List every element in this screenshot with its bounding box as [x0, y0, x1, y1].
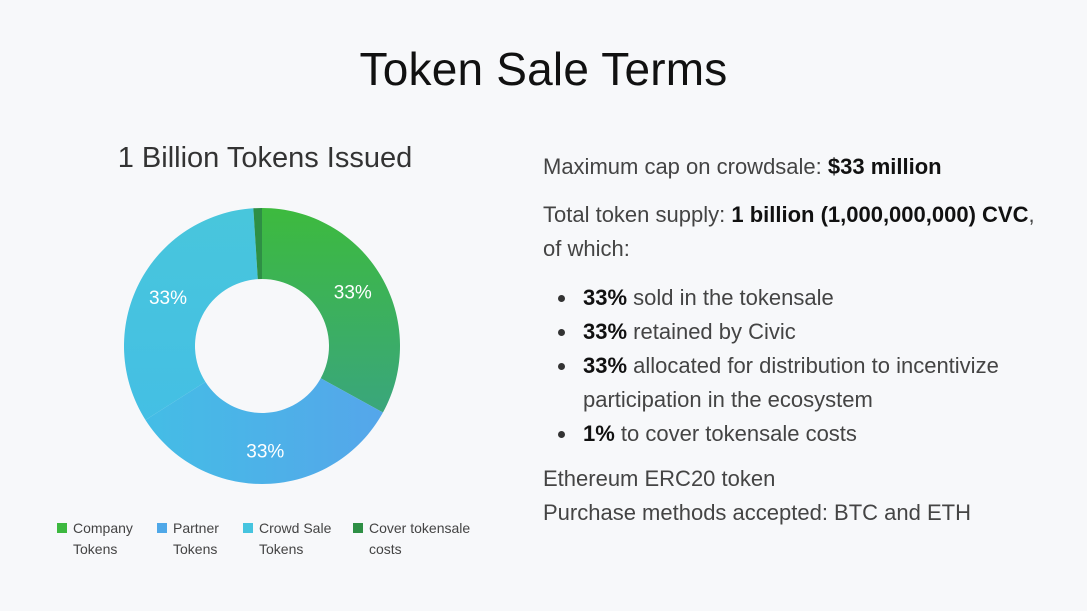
chart-legend: Company Tokens Partner Tokens Crowd Sale… [57, 518, 487, 560]
legend-label: Crowd Sale Tokens [259, 520, 332, 557]
allocation-percent: 1% [583, 421, 615, 446]
max-cap-label: Maximum cap on crowdsale: [543, 154, 828, 179]
allocation-item: 33% allocated for distribution to incent… [543, 349, 1043, 417]
allocation-text: retained by Civic [627, 319, 796, 344]
slice-cover-tokensale-costs [253, 208, 262, 280]
total-supply-suffix: , of which: [543, 202, 1035, 261]
legend-label: Cover tokensale costs [369, 520, 471, 557]
total-supply-label: Total token supply: [543, 202, 732, 227]
legend-item-partner-tokens: Partner Tokens [157, 518, 243, 560]
slice-label: 33% [334, 282, 372, 303]
total-supply-value: 1 billion (1,000,000,000) CVC [731, 202, 1029, 227]
slice-label: 33% [149, 288, 187, 309]
allocation-item: 33% sold in the tokensale [543, 281, 1043, 315]
legend-item-crowd-sale-tokens: Crowd Sale Tokens [243, 518, 353, 560]
max-cap-value: $33 million [827, 154, 942, 179]
legend-swatch [353, 523, 363, 533]
allocation-item: 33% retained by Civic [543, 315, 1043, 349]
legend-swatch [57, 523, 67, 533]
legend-label: Company Tokens [73, 520, 133, 557]
legend-item-cover-tokensale-costs: Cover tokensale costs [353, 518, 483, 560]
slice-label: 33% [246, 441, 284, 462]
chart-title: 1 Billion Tokens Issued [117, 142, 413, 174]
slice-partner-tokens [145, 378, 383, 485]
purchase-methods: Purchase methods accepted: BTC and ETH [543, 500, 971, 525]
token-type: Ethereum ERC20 token [543, 466, 776, 491]
slice-crowd-sale-tokens [124, 208, 258, 420]
allocation-text: sold in the tokensale [627, 285, 834, 310]
allocation-text: allocated for distribution to incentiviz… [583, 353, 999, 412]
legend-item-company-tokens: Company Tokens [57, 518, 157, 560]
allocation-percent: 33% [583, 353, 628, 378]
token-sale-info: Maximum cap on crowdsale: $33 million To… [543, 150, 1043, 530]
slice-company-tokens [262, 208, 401, 413]
allocation-percent: 33% [583, 285, 628, 310]
legend-label: Partner Tokens [173, 520, 219, 557]
legend-swatch [157, 523, 167, 533]
max-cap-line: Maximum cap on crowdsale: $33 million [543, 150, 1043, 184]
total-supply-line: Total token supply: 1 billion (1,000,000… [543, 198, 1043, 266]
allocation-percent: 33% [583, 319, 628, 344]
page-title: Token Sale Terms [359, 43, 728, 95]
allocation-item: 1% to cover tokensale costs [543, 417, 1043, 451]
allocation-text: to cover tokensale costs [614, 421, 857, 446]
allocation-list: 33% sold in the tokensale 33% retained b… [543, 281, 1043, 451]
legend-swatch [243, 523, 253, 533]
